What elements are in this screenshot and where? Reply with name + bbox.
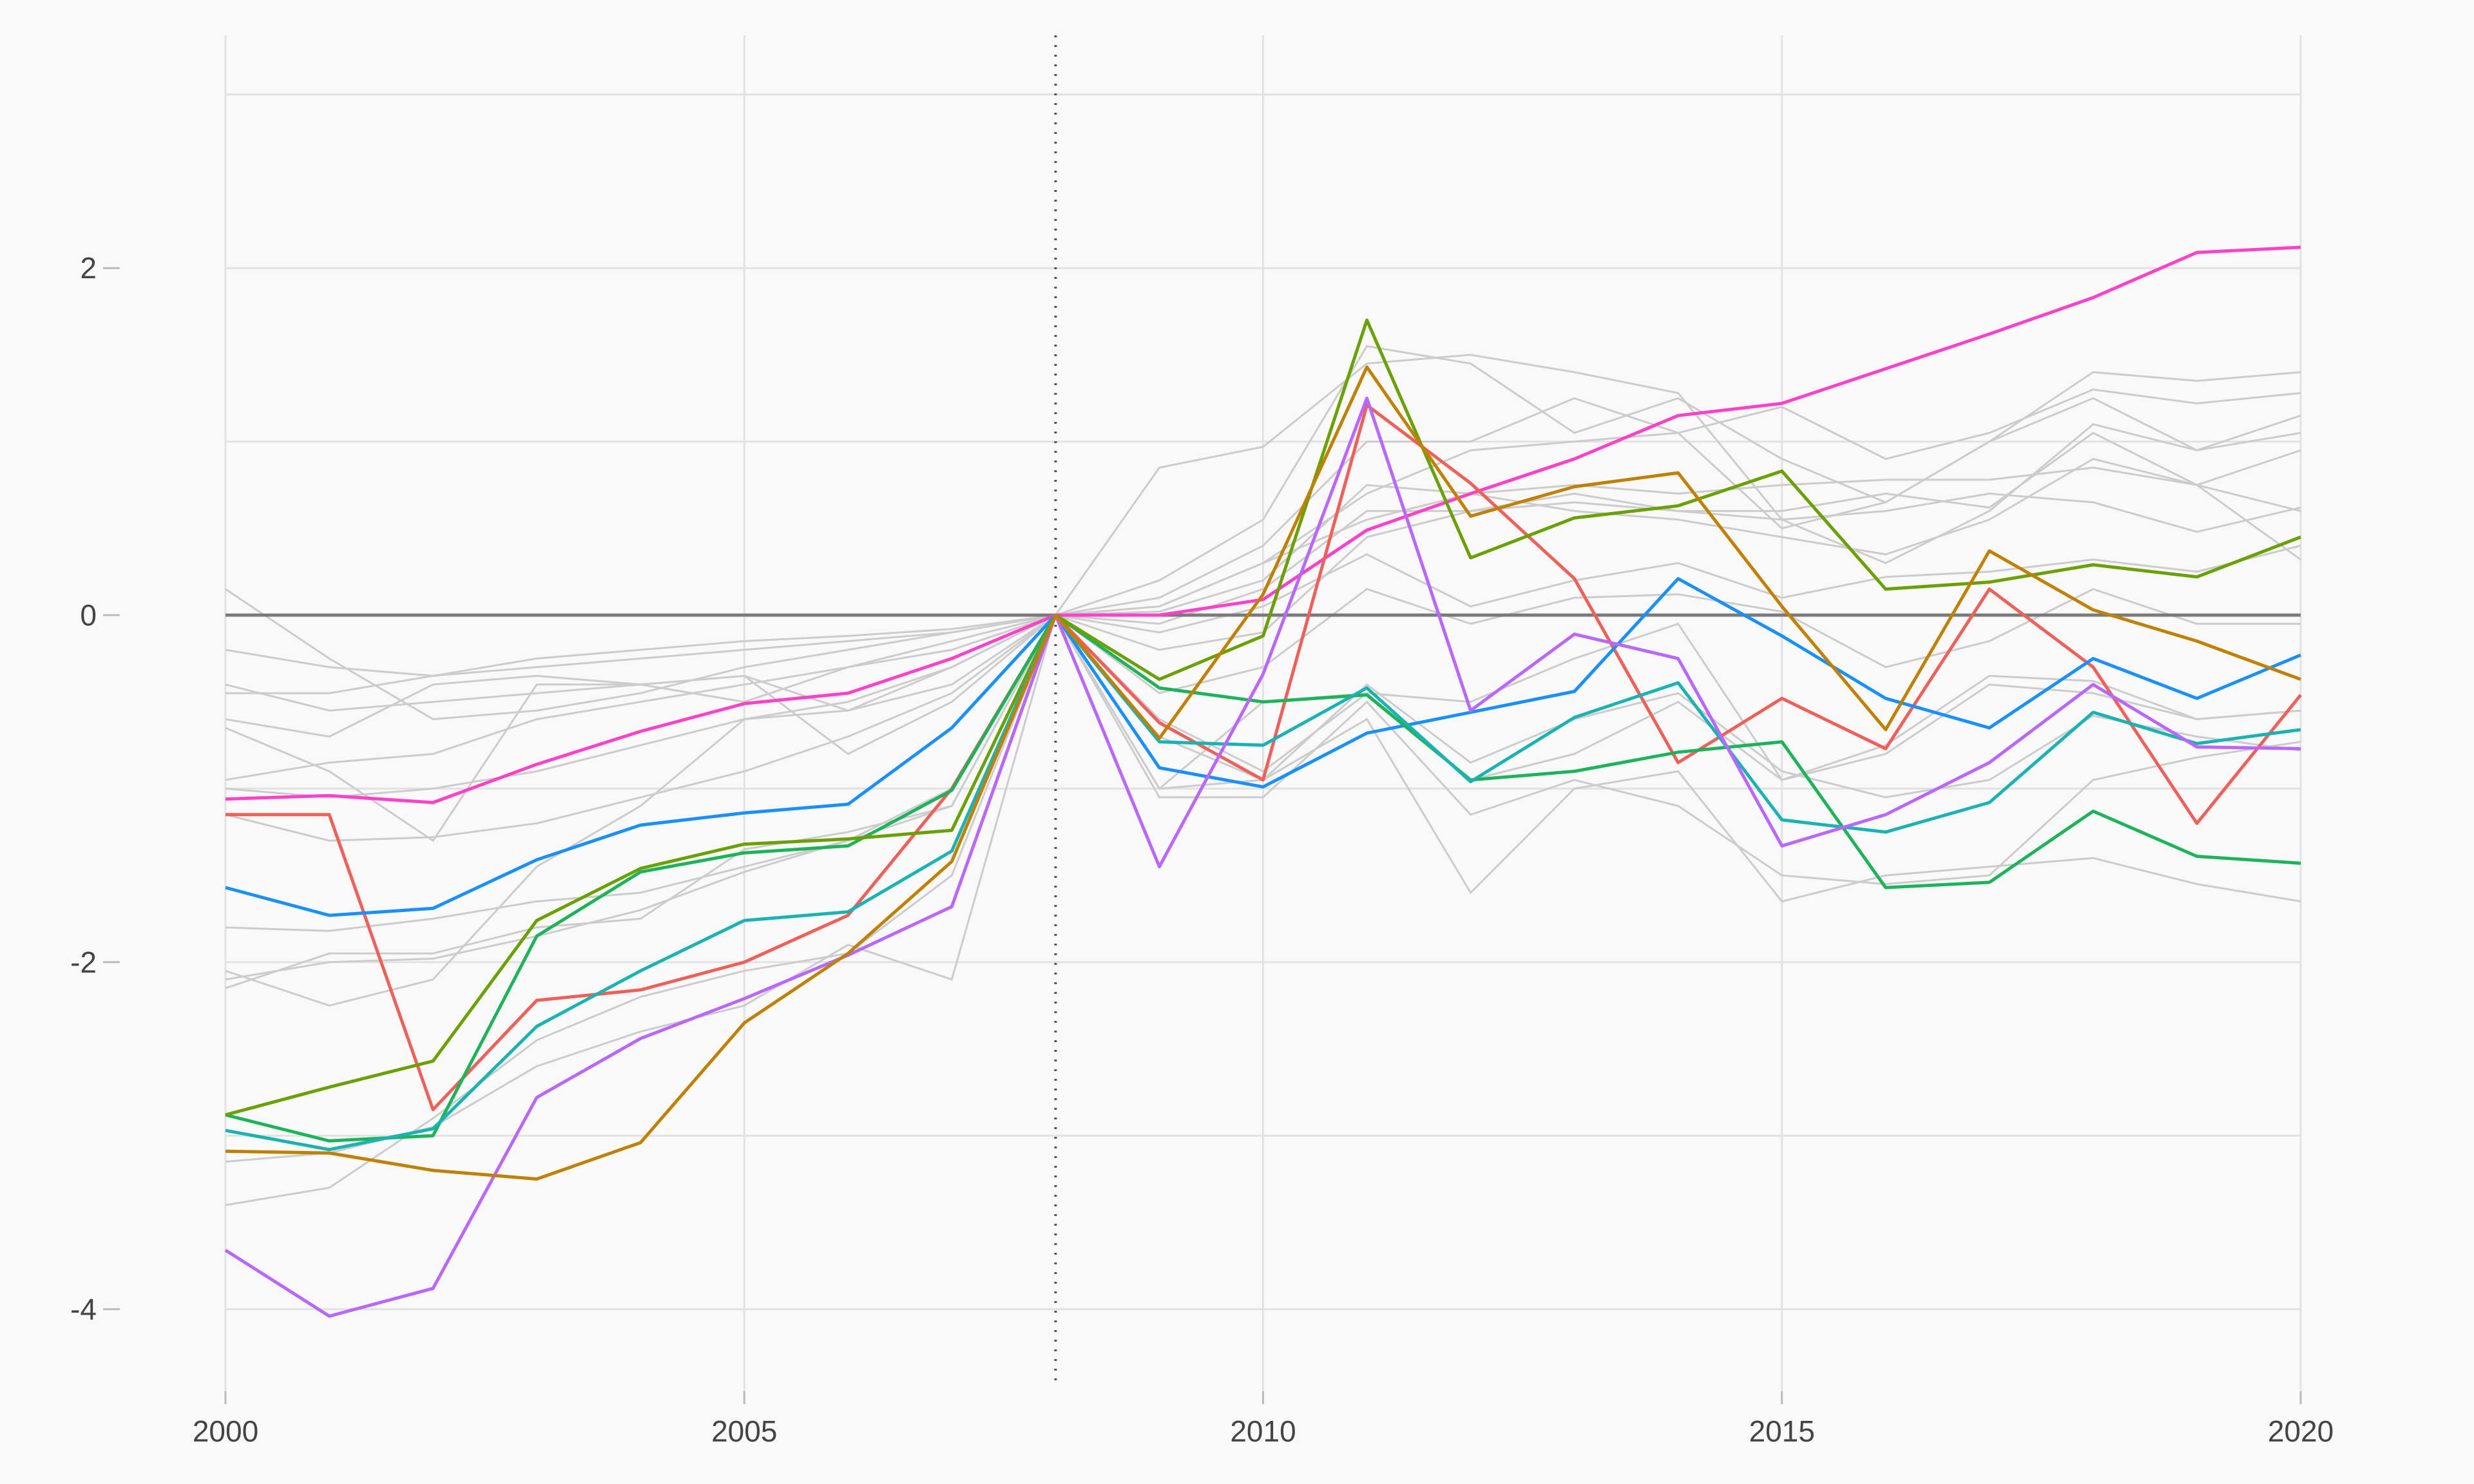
y-axis: 2 0 -2 -4: [70, 251, 120, 1326]
y-tick-label: 0: [80, 598, 97, 632]
background-series-line: [225, 613, 2301, 981]
x-tick-label: 2010: [1230, 1414, 1296, 1448]
background-series-line: [225, 457, 2301, 932]
background-series-line: [225, 449, 2301, 781]
background-series-line: [225, 354, 2301, 721]
background-series-line: [225, 388, 2301, 694]
x-tick-label: 2020: [2268, 1414, 2334, 1448]
highlight-series-line: [225, 613, 2301, 1143]
highlight-series: [224, 245, 2302, 1318]
highlight-series-line: [225, 245, 2301, 804]
x-tick-label: 2000: [193, 1414, 258, 1448]
highlight-series-line: [224, 396, 2301, 1318]
highlight-series-line: [225, 613, 2301, 1152]
background-series-line: [225, 613, 2301, 1206]
background-series-line: [225, 544, 2301, 1007]
highlight-series-line: [225, 403, 2302, 1112]
highlight-series-line: [225, 576, 2301, 917]
highlight-series-line: [225, 365, 2301, 1181]
background-series-line: [225, 492, 2301, 799]
x-tick-label: 2005: [711, 1414, 777, 1448]
y-tick-label: -2: [70, 946, 97, 979]
y-tick-label: 2: [80, 251, 97, 285]
x-tick-label: 2015: [1749, 1414, 1815, 1448]
x-axis: 2000 2005 2010 2015 2020: [193, 1391, 2334, 1448]
y-tick-label: -4: [70, 1293, 97, 1326]
background-series-line: [225, 587, 2301, 989]
highlight-series-line: [225, 318, 2301, 1117]
